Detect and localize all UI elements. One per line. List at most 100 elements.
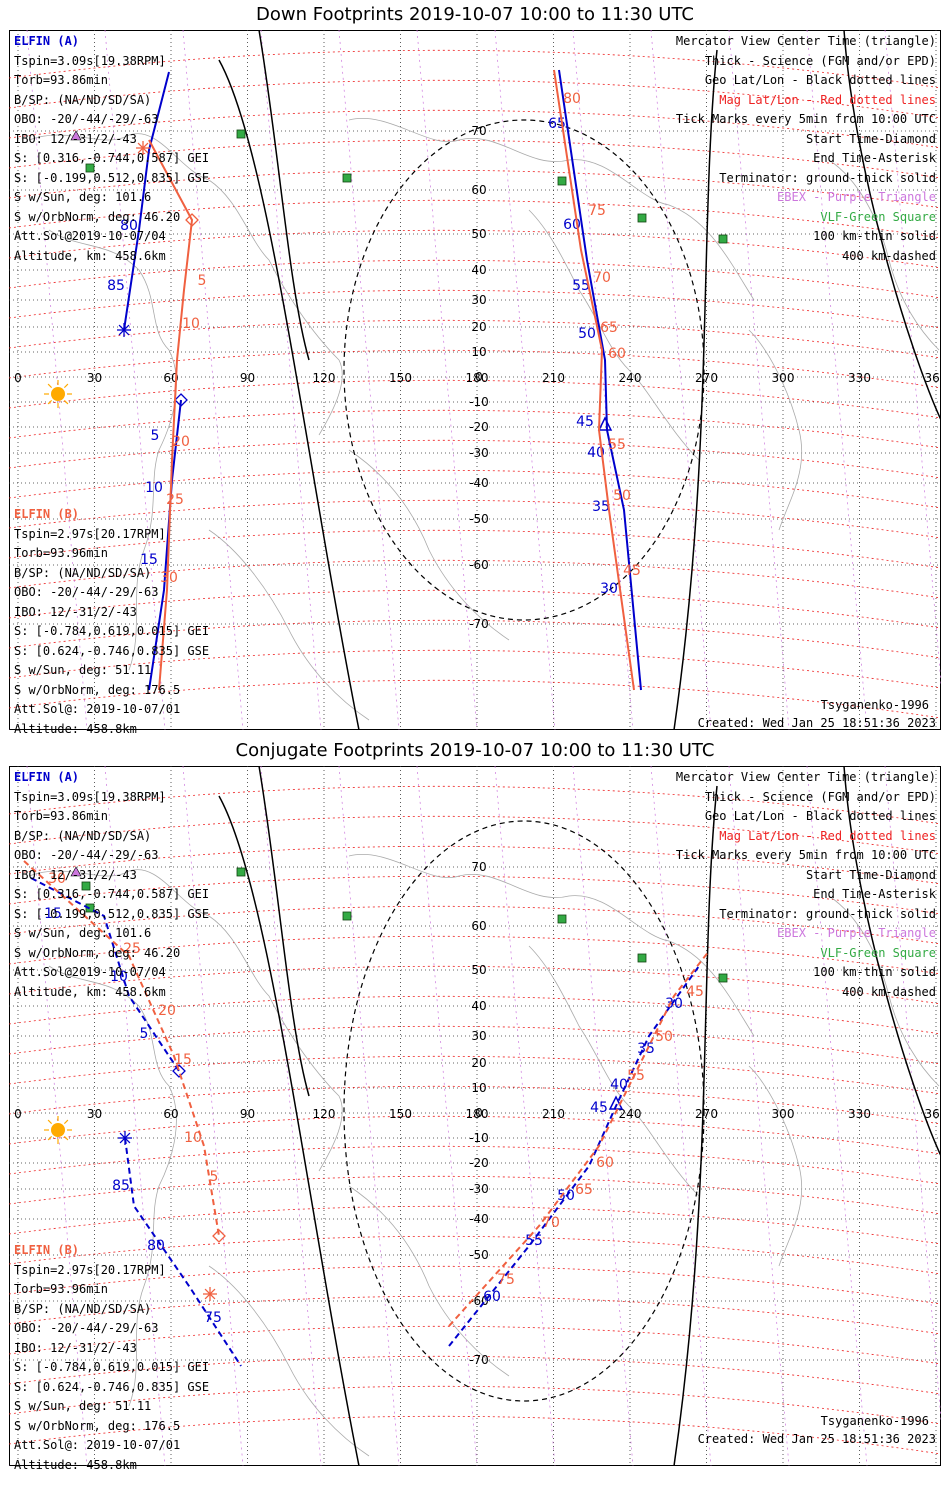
mag-lat-line <box>9 649 941 689</box>
elfin-b-trace <box>553 69 635 691</box>
elfin-a-tick-label: 10 <box>145 480 163 496</box>
coastline <box>348 449 510 641</box>
elfin-a-tick-label: 80 <box>120 218 138 234</box>
map-frame <box>9 30 941 730</box>
lon-tick-label: 270 <box>695 371 718 385</box>
mag-lat-line <box>9 589 941 629</box>
vlf-station-square <box>637 213 647 223</box>
panel-title-conjugate: Conjugate Footprints 2019-10-07 10:00 to… <box>235 740 715 761</box>
coastline <box>528 945 700 1197</box>
elfin-a-info: ELFIN (A) Tspin=3.09s[19.38RPM] Torb=93.86… <box>14 768 209 1002</box>
elfin-a-tick-label: 35 <box>637 1041 655 1057</box>
elfin-b-info-line: S: [-0.784,0.619,0.015] GEI <box>14 1360 210 1374</box>
mag-lat-line <box>9 815 941 855</box>
lon-tick-label: 330 <box>848 1107 871 1121</box>
elfin-b-info-line: Tspin=2.97s[20.17RPM] <box>14 1262 166 1277</box>
elfin-b-info-line: ELFIN (B) <box>14 507 80 521</box>
lat-tick-label: -40 <box>469 476 489 490</box>
lon-tick-label: 210 <box>542 371 565 385</box>
center-time-triangle <box>597 416 613 431</box>
terminator-line <box>673 785 718 1466</box>
elfin-a-tick-label: 15 <box>140 552 158 568</box>
elfin-a-tick-label: 75 <box>204 1310 222 1326</box>
elfin-b-info-line: OBO: -20/-44/-29/-63 <box>14 1321 159 1335</box>
mag-lat-line <box>9 1145 941 1185</box>
start-diamond <box>212 1229 226 1243</box>
mag-lat-line <box>9 1025 941 1065</box>
elfin-a-tick-label: 15 <box>44 906 62 922</box>
elfin-b-tick-label: 55 <box>627 1068 645 1084</box>
elfin-b-tick-label: 5 <box>210 1169 219 1185</box>
elfin-b-tick-label: 70 <box>542 1215 560 1231</box>
legend-mag: Mag Lat/Lon - Red dotted lines <box>719 828 936 843</box>
start-diamond <box>172 1064 186 1078</box>
oval-400km-dashed <box>343 119 705 621</box>
mag-lat-line <box>9 349 941 389</box>
lat-tick-label: 50 <box>471 227 486 241</box>
legend-start: Start Time-Diamond <box>805 867 936 882</box>
mag-lat-line <box>9 439 941 479</box>
legend-geo: Geo Lat/Lon - Black dotted lines <box>704 809 936 823</box>
vlf-station-square <box>85 903 95 913</box>
elfin-a-info-line: Att.Sol@2019-10-07/04 <box>14 965 166 979</box>
legend-thick: Thick - Science (FGM and/or EPD) <box>704 53 936 68</box>
lon-tick-label: 150 <box>389 1107 412 1121</box>
sun-ray <box>63 1119 69 1125</box>
created-label: Created: Wed Jan 25 18:51:36 2023 <box>697 1432 936 1446</box>
legend-ebex: EBEX - Purple Triangle <box>777 190 936 204</box>
lon-tick-label: 60 <box>163 371 178 385</box>
mag-lat-line <box>9 259 941 299</box>
elfin-b-info-line: Torb=93.96min <box>14 546 108 560</box>
mag-lat-line <box>9 1385 941 1425</box>
legend-center: Mercator View Center Time (triangle) <box>675 34 936 48</box>
coastline <box>348 1185 510 1377</box>
sun-ray <box>47 383 53 389</box>
vlf-station-square <box>342 173 352 183</box>
coastline <box>748 1065 803 1267</box>
elfin-b-info-line: Att.Sol@: 2019-10-07/01 <box>14 702 181 716</box>
elfin-a-tick-label: 40 <box>610 1077 628 1093</box>
coastline <box>528 209 700 461</box>
legend-vlf: VLF-Green Square <box>820 945 936 960</box>
mag-lat-line <box>9 1415 941 1455</box>
elfin-b-tick-label: 60 <box>596 1155 614 1171</box>
elfin-a-info-line: Altitude, km: 458.6km <box>14 984 166 999</box>
sun-icon <box>51 1123 65 1137</box>
lon-tick-label: 360 <box>925 371 941 385</box>
mag-lat-line <box>9 845 941 885</box>
elfin-b-info-line: S: [0.624,-0.746,0.835] GSE <box>14 1379 210 1394</box>
elfin-b-trace <box>148 139 194 361</box>
elfin-b-info-line: B/SP: (NA/ND/SD/SA) <box>14 1301 152 1316</box>
elfin-a-info-line: Tspin=3.09s[19.38RPM] <box>14 53 166 68</box>
panel-title-down: Down Footprints 2019-10-07 10:00 to 11:3… <box>256 4 694 25</box>
lat-tick-label: -70 <box>469 617 489 631</box>
mag-lat-line <box>9 139 941 179</box>
elfin-b-tick-label: 10 <box>182 316 200 332</box>
lat-tick-label: 0 <box>475 1106 483 1120</box>
legend-geo: Geo Lat/Lon - Black dotted lines <box>704 73 936 87</box>
sun-ray <box>47 1119 53 1125</box>
mag-lat-line <box>9 1115 941 1155</box>
mag-lat-line <box>9 905 941 945</box>
elfin-a-info-line: B/SP: (NA/ND/SD/SA) <box>14 92 152 107</box>
elfin-b-tick-label: 15 <box>174 1052 192 1068</box>
mag-lat-line <box>9 1295 941 1335</box>
elfin-b-tick-label: 5 <box>198 273 207 289</box>
elfin-a-info-line: IBO: 12/-31/2/-43 <box>14 131 137 146</box>
mag-lat-line <box>9 619 941 659</box>
elfin-a-tick-label: 55 <box>572 278 590 294</box>
legend-mag: Mag Lat/Lon - Red dotted lines <box>719 92 936 107</box>
lon-tick-label: 30 <box>87 1107 102 1121</box>
oval-400km-dashed <box>343 820 705 1402</box>
lon-tick-label: 240 <box>619 1107 642 1121</box>
terminator-line <box>258 30 310 361</box>
coastline <box>828 159 940 351</box>
sun-ray <box>63 399 69 405</box>
elfin-b-tick-label: 65 <box>575 1182 593 1198</box>
lon-tick-label: 0 <box>14 371 22 385</box>
coastline <box>48 229 177 671</box>
sun-ray <box>63 383 69 389</box>
terminator-line <box>218 795 360 1466</box>
mag-lat-line <box>9 1235 941 1275</box>
elfin-b-tick-label: 55 <box>608 437 626 453</box>
